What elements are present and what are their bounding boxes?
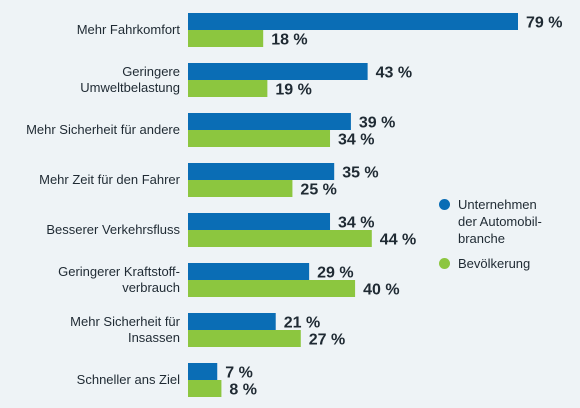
- value-label-bevoelkerung-7: 8 %: [229, 382, 257, 399]
- bar-unternehmen-5: [188, 263, 310, 280]
- value-label-unternehmen-0: 79 %: [526, 15, 562, 32]
- bar-unternehmen-7: [188, 363, 218, 380]
- bar-unternehmen-0: [188, 13, 518, 30]
- value-label-unternehmen-3: 35 %: [342, 165, 378, 182]
- bar-bevoelkerung-3: [188, 180, 293, 197]
- value-label-bevoelkerung-5: 40 %: [363, 282, 399, 299]
- legend-item-unternehmen: Unternehmen der Automobil- branche: [439, 196, 579, 247]
- category-label-3: Mehr Zeit für den Fahrer: [39, 172, 181, 187]
- legend-swatch-unternehmen: [439, 199, 450, 210]
- bar-unternehmen-3: [188, 163, 335, 180]
- value-label-unternehmen-2: 39 %: [359, 115, 395, 132]
- category-label-7: Schneller ans Ziel: [77, 372, 180, 387]
- value-label-bevoelkerung-6: 27 %: [309, 332, 345, 349]
- legend-label-bevoelkerung: Bevölkerung: [458, 256, 531, 271]
- legend-label-unternehmen: Unternehmen der Automobil- branche: [458, 197, 542, 246]
- bar-bevoelkerung-4: [188, 230, 372, 247]
- value-label-bevoelkerung-3: 25 %: [300, 182, 336, 199]
- value-label-bevoelkerung-4: 44 %: [380, 232, 416, 249]
- legend-item-bevoelkerung: Bevölkerung: [439, 255, 579, 272]
- bar-unternehmen-1: [188, 63, 368, 80]
- value-label-unternehmen-4: 34 %: [338, 215, 374, 232]
- bar-bevoelkerung-2: [188, 130, 331, 147]
- value-label-unternehmen-5: 29 %: [317, 265, 353, 282]
- category-label-5: Geringerer Kraftstoff-verbrauch: [58, 264, 180, 295]
- value-label-bevoelkerung-1: 19 %: [275, 82, 311, 99]
- value-label-bevoelkerung-0: 18 %: [271, 32, 307, 49]
- category-label-6: Mehr Sicherheit für Insassen: [70, 314, 180, 345]
- value-label-unternehmen-6: 21 %: [284, 315, 320, 332]
- bar-bevoelkerung-6: [188, 330, 301, 347]
- value-label-unternehmen-7: 7 %: [225, 365, 253, 382]
- bar-bevoelkerung-0: [188, 30, 264, 47]
- bar-unternehmen-2: [188, 113, 351, 130]
- bar-unternehmen-4: [188, 213, 331, 230]
- bar-bevoelkerung-5: [188, 280, 356, 297]
- category-label-4: Besserer Verkehrsfluss: [46, 222, 180, 237]
- value-label-unternehmen-1: 43 %: [376, 65, 412, 82]
- value-label-bevoelkerung-2: 34 %: [338, 132, 374, 149]
- bar-bevoelkerung-1: [188, 80, 268, 97]
- category-label-1: Geringere Umweltbelastung: [80, 64, 180, 95]
- category-label-2: Mehr Sicherheit für andere: [26, 122, 180, 137]
- legend: Unternehmen der Automobil- branche Bevöl…: [439, 196, 579, 280]
- bar-bevoelkerung-7: [188, 380, 222, 397]
- category-label-0: Mehr Fahrkomfort: [77, 22, 181, 37]
- bar-unternehmen-6: [188, 313, 276, 330]
- legend-swatch-bevoelkerung: [439, 258, 450, 269]
